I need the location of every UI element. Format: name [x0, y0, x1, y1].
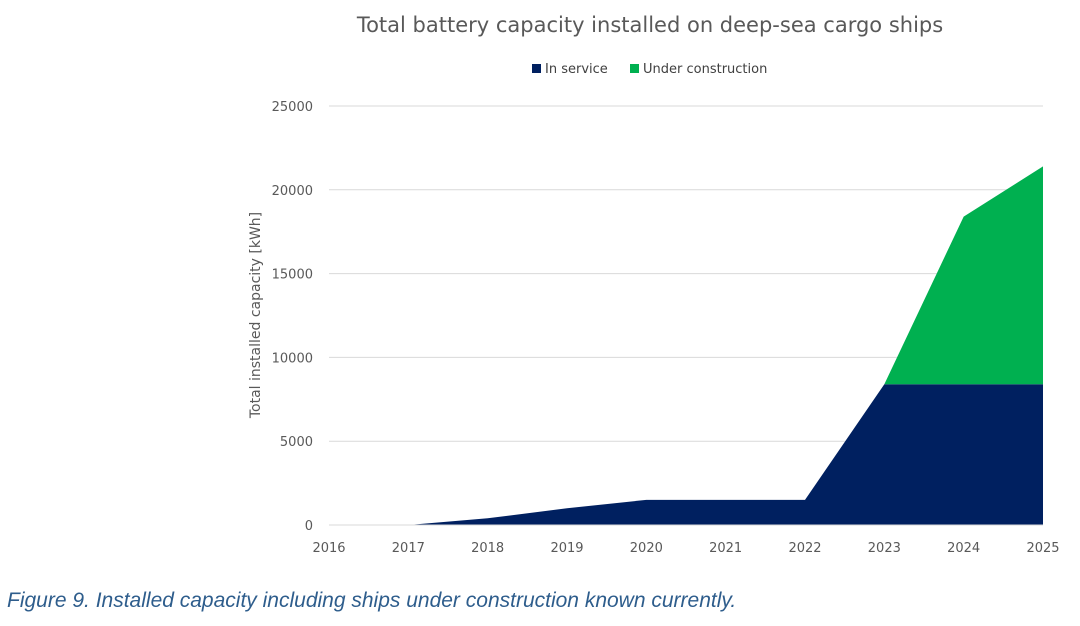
y-tick-labels: 0 5000 10000 15000 20000 25000 [272, 100, 313, 534]
x-tick-label: 2025 [1026, 541, 1059, 556]
legend-swatch-under-construction [630, 64, 639, 73]
legend-swatch-in-service [532, 64, 541, 73]
y-tick-label: 5000 [280, 435, 313, 450]
x-tick-label: 2019 [550, 541, 583, 556]
plot-areas [329, 166, 1043, 525]
x-tick-label: 2018 [471, 541, 504, 556]
legend: In service Under construction [532, 62, 767, 77]
x-tick-label: 2020 [630, 541, 663, 556]
y-axis-label: Total installed capacity [kWh] [248, 212, 264, 419]
y-tick-label: 0 [305, 519, 313, 534]
x-tick-label: 2016 [312, 541, 345, 556]
y-tick-label: 25000 [272, 100, 313, 115]
legend-label-in-service: In service [545, 62, 608, 77]
legend-label-under-construction: Under construction [643, 62, 767, 77]
y-tick-label: 20000 [272, 184, 313, 199]
x-tick-label: 2017 [392, 541, 425, 556]
y-tick-label: 10000 [272, 351, 313, 366]
y-tick-label: 15000 [272, 268, 313, 283]
x-tick-label: 2023 [868, 541, 901, 556]
x-tick-label: 2024 [947, 541, 980, 556]
x-tick-label: 2022 [788, 541, 821, 556]
x-tick-labels: 2016 2017 2018 2019 2020 2021 2022 2023 2024 2025 [312, 541, 1059, 556]
chart: Total battery capacity installed on deep… [248, 13, 1060, 556]
chart-title: Total battery capacity installed on deep… [356, 13, 943, 37]
figure-caption: Figure 9. Installed capacity including s… [7, 589, 737, 612]
x-tick-label: 2021 [709, 541, 742, 556]
area-in-service [329, 384, 1043, 525]
